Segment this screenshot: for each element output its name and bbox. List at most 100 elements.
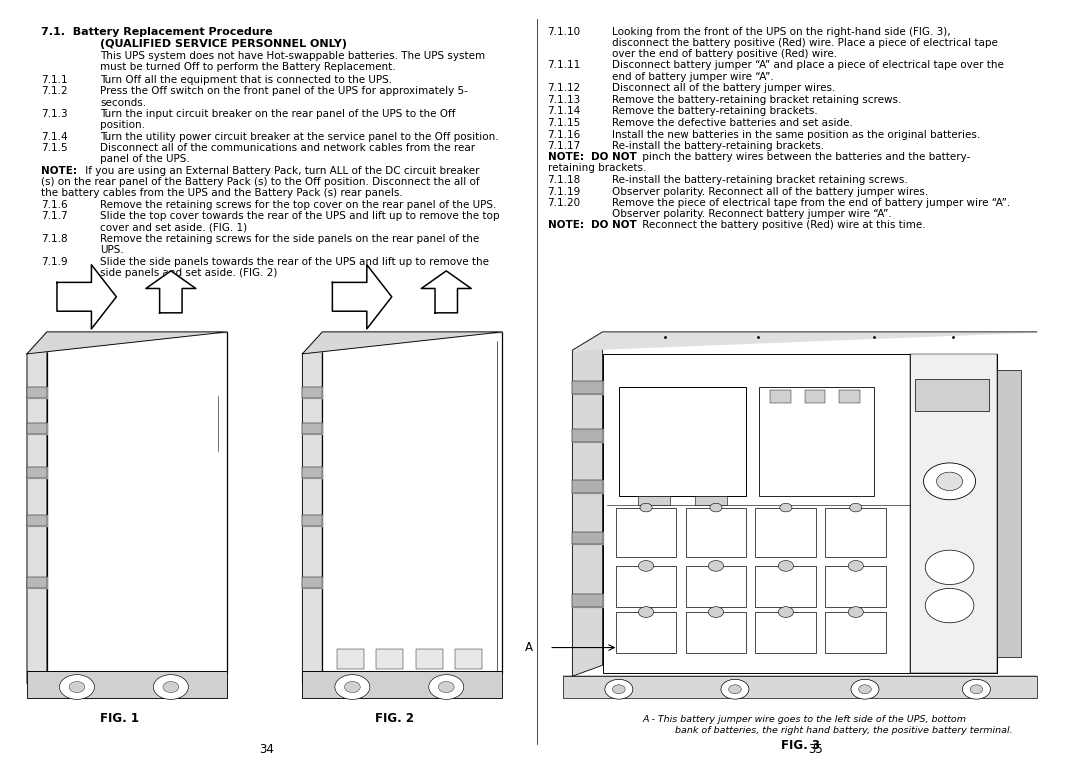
Polygon shape — [302, 387, 323, 398]
Circle shape — [640, 504, 652, 512]
Circle shape — [638, 607, 653, 617]
Circle shape — [69, 681, 85, 693]
Polygon shape — [27, 332, 227, 354]
Text: panel of the UPS.: panel of the UPS. — [100, 154, 190, 165]
Circle shape — [859, 685, 872, 694]
Text: side panels and set aside. (FIG. 2): side panels and set aside. (FIG. 2) — [100, 268, 278, 278]
Text: Slide the side panels towards the rear of the UPS and lift up to remove the: Slide the side panels towards the rear o… — [100, 257, 489, 267]
Bar — [825, 612, 887, 652]
Bar — [756, 507, 816, 558]
Text: 7.1.16: 7.1.16 — [548, 130, 581, 140]
Circle shape — [153, 674, 188, 700]
Text: FIG. 2: FIG. 2 — [376, 712, 415, 725]
Text: 7.1.2: 7.1.2 — [41, 86, 68, 96]
Polygon shape — [302, 332, 323, 684]
Text: 35: 35 — [808, 743, 823, 756]
Polygon shape — [572, 594, 603, 607]
Circle shape — [612, 685, 625, 694]
Bar — [616, 507, 676, 558]
Text: 7.1.3: 7.1.3 — [41, 109, 68, 119]
Text: end of battery jumper wire “A”.: end of battery jumper wire “A”. — [612, 72, 774, 82]
Text: This UPS system does not have Hot-swappable batteries. The UPS system: This UPS system does not have Hot-swappa… — [100, 51, 486, 61]
Text: 7.1.5: 7.1.5 — [41, 143, 68, 153]
Text: Remove the piece of electrical tape from the end of battery jumper wire “A”.: Remove the piece of electrical tape from… — [612, 198, 1011, 208]
Bar — [323, 332, 502, 672]
Polygon shape — [572, 332, 1037, 350]
Text: DO NOT: DO NOT — [591, 221, 636, 230]
Text: 7.1.7: 7.1.7 — [41, 211, 68, 221]
Bar — [616, 612, 676, 652]
Text: 7.1.18: 7.1.18 — [548, 175, 581, 185]
Text: 7.1.4: 7.1.4 — [41, 132, 68, 142]
Bar — [910, 354, 997, 672]
Circle shape — [163, 681, 178, 693]
Text: NOTE:: NOTE: — [548, 153, 583, 163]
Circle shape — [729, 685, 741, 694]
Text: 7.1.1: 7.1.1 — [41, 75, 68, 85]
Bar — [619, 388, 746, 495]
Bar — [302, 671, 502, 698]
Text: Install the new batteries in the same position as the original batteries.: Install the new batteries in the same po… — [612, 130, 981, 140]
Polygon shape — [572, 532, 603, 544]
Text: 7.1.  Battery Replacement Procedure: 7.1. Battery Replacement Procedure — [41, 27, 272, 37]
Text: bank of batteries, the right hand battery, the positive battery terminal.: bank of batteries, the right hand batter… — [675, 726, 1013, 735]
Polygon shape — [421, 271, 471, 313]
Circle shape — [926, 588, 974, 623]
Text: Slide the top cover towards the rear of the UPS and lift up to remove the top: Slide the top cover towards the rear of … — [100, 211, 500, 221]
Text: Turn the input circuit breaker on the rear panel of the UPS to the Off: Turn the input circuit breaker on the re… — [100, 109, 456, 119]
Text: Remove the retaining screws for the top cover on the rear panel of the UPS.: Remove the retaining screws for the top … — [100, 200, 497, 210]
Text: Turn Off all the equipment that is connected to the UPS.: Turn Off all the equipment that is conne… — [100, 75, 392, 85]
Text: Observer polarity. Reconnect battery jumper wire “A”.: Observer polarity. Reconnect battery jum… — [612, 209, 892, 219]
Text: Re-install the battery-retaining bracket retaining screws.: Re-install the battery-retaining bracket… — [612, 175, 908, 185]
Polygon shape — [27, 387, 48, 398]
Polygon shape — [572, 480, 603, 493]
Text: 7.1.14: 7.1.14 — [548, 106, 581, 117]
Text: 7.1.6: 7.1.6 — [41, 200, 68, 210]
Circle shape — [936, 472, 962, 491]
Text: 7.1.9: 7.1.9 — [41, 257, 68, 267]
Circle shape — [851, 679, 879, 699]
Text: disconnect the battery positive (Red) wire. Place a piece of electrical tape: disconnect the battery positive (Red) wi… — [612, 37, 998, 48]
Text: Disconnect all of the battery jumper wires.: Disconnect all of the battery jumper wir… — [612, 83, 836, 93]
Text: Turn the utility power circuit breaker at the service panel to the Off position.: Turn the utility power circuit breaker a… — [100, 132, 499, 142]
Bar — [616, 566, 676, 607]
Circle shape — [779, 607, 794, 617]
Bar — [825, 566, 887, 607]
Text: Disconnect battery jumper “A” and place a piece of electrical tape over the: Disconnect battery jumper “A” and place … — [612, 60, 1004, 70]
Bar — [337, 649, 364, 669]
Text: over the end of battery positive (Red) wire.: over the end of battery positive (Red) w… — [612, 49, 837, 59]
Text: UPS.: UPS. — [100, 245, 124, 255]
Text: Re-install the battery-retaining brackets.: Re-install the battery-retaining bracket… — [612, 141, 824, 151]
Text: the battery cables from the UPS and the Battery Pack (s) rear panels.: the battery cables from the UPS and the … — [41, 188, 403, 198]
Text: Press the Off switch on the front panel of the UPS for approximately 5-: Press the Off switch on the front panel … — [100, 86, 469, 96]
Bar — [696, 495, 727, 505]
Text: 7.1.13: 7.1.13 — [548, 95, 581, 105]
Bar — [825, 507, 887, 558]
Text: Batt +: Batt + — [665, 436, 700, 446]
Text: Remove the defective batteries and set aside.: Remove the defective batteries and set a… — [612, 118, 853, 128]
Text: NOTE:: NOTE: — [41, 166, 77, 175]
Polygon shape — [27, 515, 48, 526]
Polygon shape — [302, 332, 502, 354]
Text: retaining brackets.: retaining brackets. — [548, 163, 646, 173]
Bar — [686, 612, 746, 652]
Circle shape — [850, 504, 862, 512]
Polygon shape — [302, 578, 323, 588]
Polygon shape — [146, 271, 195, 313]
Polygon shape — [572, 382, 603, 394]
Bar — [686, 566, 746, 607]
Polygon shape — [57, 265, 117, 329]
Bar — [839, 391, 860, 404]
Text: Remove the retaining screws for the side panels on the rear panel of the: Remove the retaining screws for the side… — [100, 234, 480, 244]
Text: must be turned Off to perform the Battery Replacement.: must be turned Off to perform the Batter… — [100, 62, 396, 72]
Text: Disconnect all of the communications and network cables from the rear: Disconnect all of the communications and… — [100, 143, 475, 153]
Polygon shape — [333, 265, 392, 329]
Circle shape — [962, 679, 990, 699]
Text: Remove the battery-retaining bracket retaining screws.: Remove the battery-retaining bracket ret… — [612, 95, 902, 105]
Text: A - This battery jumper wire goes to the left side of the UPS, bottom: A - This battery jumper wire goes to the… — [643, 715, 967, 724]
Bar — [758, 388, 874, 495]
Text: FIG. 1: FIG. 1 — [100, 712, 139, 725]
Bar — [564, 676, 1037, 698]
Circle shape — [848, 561, 863, 571]
Circle shape — [605, 679, 633, 699]
